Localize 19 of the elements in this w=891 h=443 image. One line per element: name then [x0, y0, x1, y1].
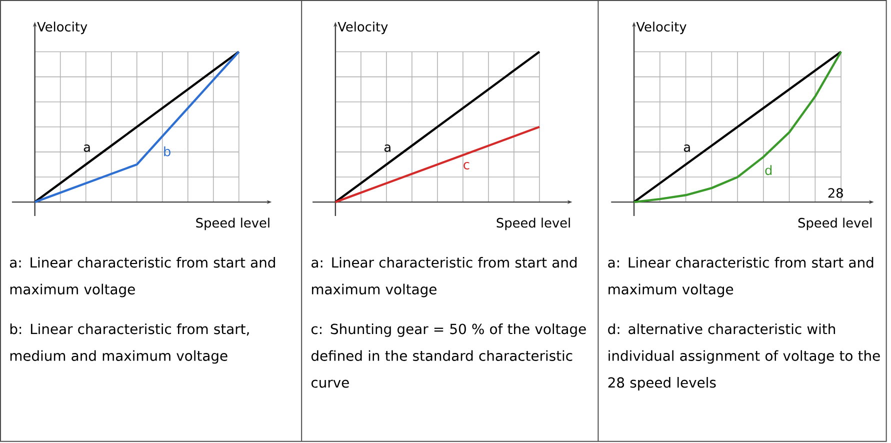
- text: d: alternative characteristic with individual assignment of voltage to the 28 speed levels: [608, 324, 880, 390]
- text: a: Linear characteristic from start and maximum voltage: [312, 257, 577, 298]
- annotation: 28: [828, 188, 843, 198]
- text: a: Linear characteristic from start and maximum voltage: [10, 257, 275, 298]
- y-axis-title: Velocity: [37, 22, 88, 34]
- text: b: Linear characteristic from start, medium and maximum voltage: [10, 324, 249, 364]
- text: a: Linear characteristic from start and maximum voltage: [608, 257, 874, 298]
- series-label: a: [84, 144, 90, 152]
- y-axis-title: Velocity: [636, 22, 686, 34]
- series-label: c: [464, 162, 470, 170]
- series-label: b: [164, 146, 170, 156]
- y-axis-title: Velocity: [338, 22, 388, 34]
- text: c: Shunting gear = 50 % of the voltage defined in the standard characteristic curve: [311, 324, 586, 388]
- x-axis-title: Speed level: [798, 218, 872, 230]
- x-axis-title: Speed level: [196, 218, 270, 230]
- x-axis-title: Speed level: [496, 218, 570, 230]
- series-label: a: [684, 144, 690, 152]
- series-label: a: [384, 144, 390, 152]
- series-label: d: [765, 165, 772, 176]
